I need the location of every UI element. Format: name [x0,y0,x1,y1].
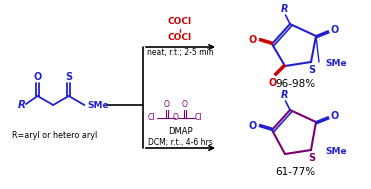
Text: O: O [173,114,179,122]
Text: R: R [281,4,288,14]
Text: R=aryl or hetero aryl: R=aryl or hetero aryl [12,130,98,139]
Text: O: O [164,100,170,109]
Text: SMe: SMe [87,101,109,109]
Text: SMe: SMe [325,59,347,67]
Text: COCl: COCl [168,18,192,26]
Text: Cl: Cl [148,114,155,122]
Text: neat, r.t.; 2-5 min: neat, r.t.; 2-5 min [147,47,213,57]
Text: O: O [248,35,257,45]
Text: Cl: Cl [195,114,203,122]
Text: O: O [248,121,257,131]
Text: O: O [269,78,277,88]
Text: COCl: COCl [168,33,192,42]
Text: O: O [33,72,42,82]
Text: DMAP: DMAP [168,126,192,136]
Text: SMe: SMe [325,146,347,156]
Text: S: S [308,65,316,75]
Text: 61-77%: 61-77% [275,167,315,177]
Text: R: R [18,100,26,110]
Text: O: O [330,25,338,35]
Text: S: S [308,153,316,163]
Text: 96-98%: 96-98% [275,79,315,89]
Text: O: O [330,111,338,121]
Text: R: R [281,90,288,100]
Text: DCM; r.t., 4-6 hrs: DCM; r.t., 4-6 hrs [148,139,212,147]
Text: S: S [65,72,72,82]
Text: O: O [182,100,188,109]
